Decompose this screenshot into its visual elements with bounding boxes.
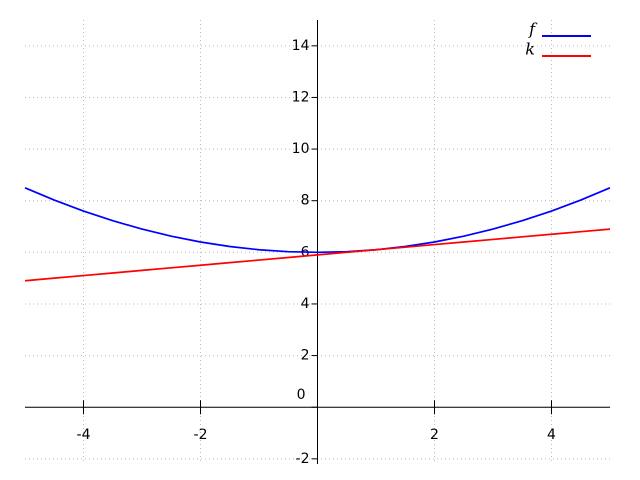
- x-tick-label: 4: [547, 427, 556, 443]
- y-tick-label: -2: [296, 451, 310, 467]
- x-tick-label: -2: [194, 427, 208, 443]
- y-tick-label: 8: [301, 193, 310, 209]
- legend-label: f: [528, 20, 538, 39]
- y-tick-label: 2: [301, 348, 310, 364]
- y-tick-label: 10: [292, 141, 310, 157]
- series-line: [24, 228, 611, 282]
- x-tick-label: 2: [430, 427, 439, 443]
- x-tick-label: -4: [77, 427, 91, 443]
- y-tick-label: 0: [297, 387, 306, 403]
- y-tick-label: 14: [292, 38, 310, 54]
- y-tick-label: 4: [301, 296, 310, 312]
- y-tick-label: 12: [292, 89, 310, 105]
- series-line: [24, 187, 611, 254]
- legend-label: k: [525, 40, 535, 59]
